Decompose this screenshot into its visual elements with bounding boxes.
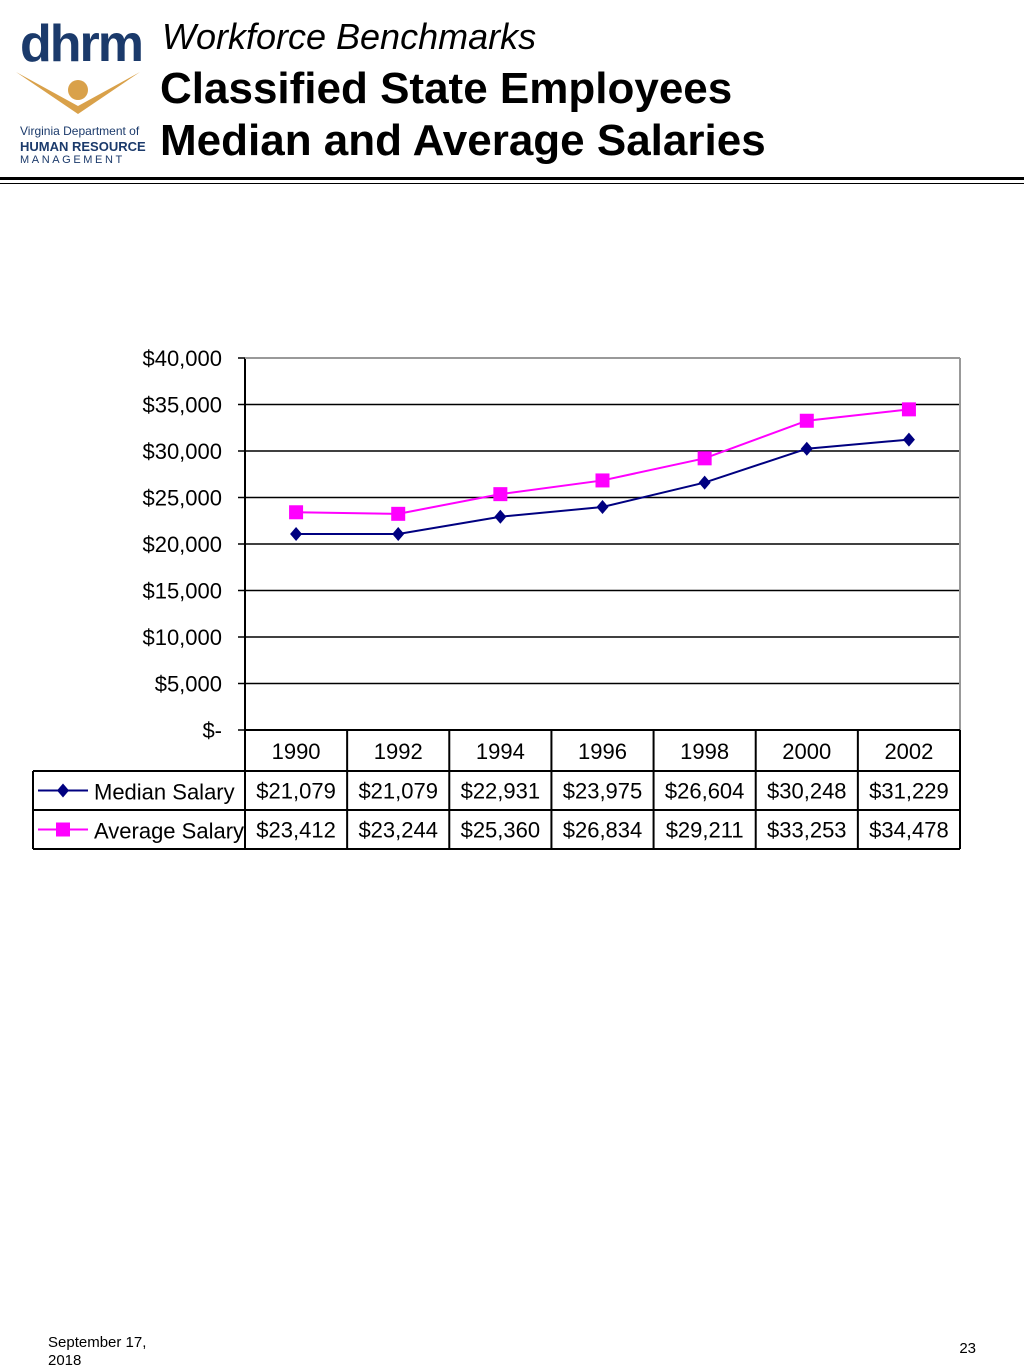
data-value-label: $22,931 xyxy=(461,779,541,804)
chart-gridlines xyxy=(245,357,960,685)
average-point xyxy=(595,473,610,488)
legend-diamond-icon xyxy=(57,783,69,798)
x-category-label: 1998 xyxy=(680,739,729,764)
y-tick-label: $5,000 xyxy=(155,672,222,697)
median-point xyxy=(902,432,915,447)
x-category-label: 2002 xyxy=(884,739,933,764)
logo-line-1: Virginia Department of xyxy=(20,124,140,138)
data-value-label: $26,834 xyxy=(563,818,643,843)
page-title-line-2: Median and Average Salaries xyxy=(160,116,766,165)
average-point xyxy=(493,487,508,502)
data-value-label: $34,478 xyxy=(869,818,949,843)
salary-line-chart: $- $5,000 $10,000 $15,000 $20,000 $25,000 $30,… xyxy=(32,346,961,850)
x-category-label: 1992 xyxy=(374,739,423,764)
y-tick-label: $40,000 xyxy=(142,346,222,371)
logo-figure-icon xyxy=(16,72,140,114)
data-value-label: $21,079 xyxy=(358,779,438,804)
chart-series-lines xyxy=(296,408,910,535)
chart-series-markers xyxy=(289,402,916,541)
data-value-label: $26,604 xyxy=(665,779,745,804)
average-point xyxy=(289,505,304,520)
logo-line-2: HUMAN RESOURCE xyxy=(20,139,146,154)
x-category-label: 2000 xyxy=(782,739,831,764)
average-point xyxy=(697,451,712,466)
data-value-label: $23,244 xyxy=(358,818,438,843)
data-value-label: $23,412 xyxy=(256,818,336,843)
legend-square-icon xyxy=(56,822,70,837)
median-point xyxy=(392,526,405,541)
median-point xyxy=(800,441,813,456)
median-point xyxy=(290,526,303,541)
logo-line-3: MANAGEMENT xyxy=(20,154,125,166)
y-tick-label: $30,000 xyxy=(142,439,222,464)
data-value-label: $33,253 xyxy=(767,818,847,843)
data-value-label: $25,360 xyxy=(461,818,541,843)
dhrm-logo: dhrm Virginia Department of HUMAN RESOUR… xyxy=(8,15,146,174)
y-tick-label: $- xyxy=(202,718,222,743)
x-category-label: 1994 xyxy=(476,739,525,764)
data-value-label: $23,975 xyxy=(563,779,643,804)
page-title-line-1: Classified State Employees xyxy=(160,64,733,113)
data-value-label: $21,079 xyxy=(256,779,336,804)
header-rule-thin xyxy=(0,183,1024,184)
x-category-label: 1996 xyxy=(578,739,627,764)
average-point xyxy=(391,506,406,521)
y-tick-label: $10,000 xyxy=(142,625,222,650)
data-value-label: $30,248 xyxy=(767,779,847,804)
x-category-label: 1990 xyxy=(272,739,321,764)
legend-series-name: Average Salary xyxy=(94,819,244,844)
median-point xyxy=(698,475,711,490)
median-point xyxy=(494,509,507,524)
median-point xyxy=(596,500,609,515)
average-point xyxy=(799,413,814,428)
y-axis-tick-labels: $- $5,000 $10,000 $15,000 $20,000 $25,000 $30,… xyxy=(142,346,222,743)
y-tick-label: $20,000 xyxy=(142,532,222,557)
y-tick-label: $15,000 xyxy=(142,579,222,604)
logo-head-icon xyxy=(68,80,88,100)
chart-data-table: 1990 1992 1994 1996 1998 2000 2002 Median Salar… xyxy=(32,729,961,850)
chart-axes xyxy=(238,357,961,731)
page-subtitle: Workforce Benchmarks xyxy=(162,16,537,57)
logo-wordmark: dhrm xyxy=(20,15,144,73)
y-tick-label: $25,000 xyxy=(142,486,222,511)
y-tick-label: $35,000 xyxy=(142,393,222,418)
legend-series-name: Median Salary xyxy=(94,780,235,805)
page-number: 23 xyxy=(959,1340,976,1357)
data-value-label: $31,229 xyxy=(869,779,949,804)
header-rule-thick xyxy=(0,177,1024,180)
average-point xyxy=(901,402,916,417)
data-value-label: $29,211 xyxy=(666,818,744,843)
